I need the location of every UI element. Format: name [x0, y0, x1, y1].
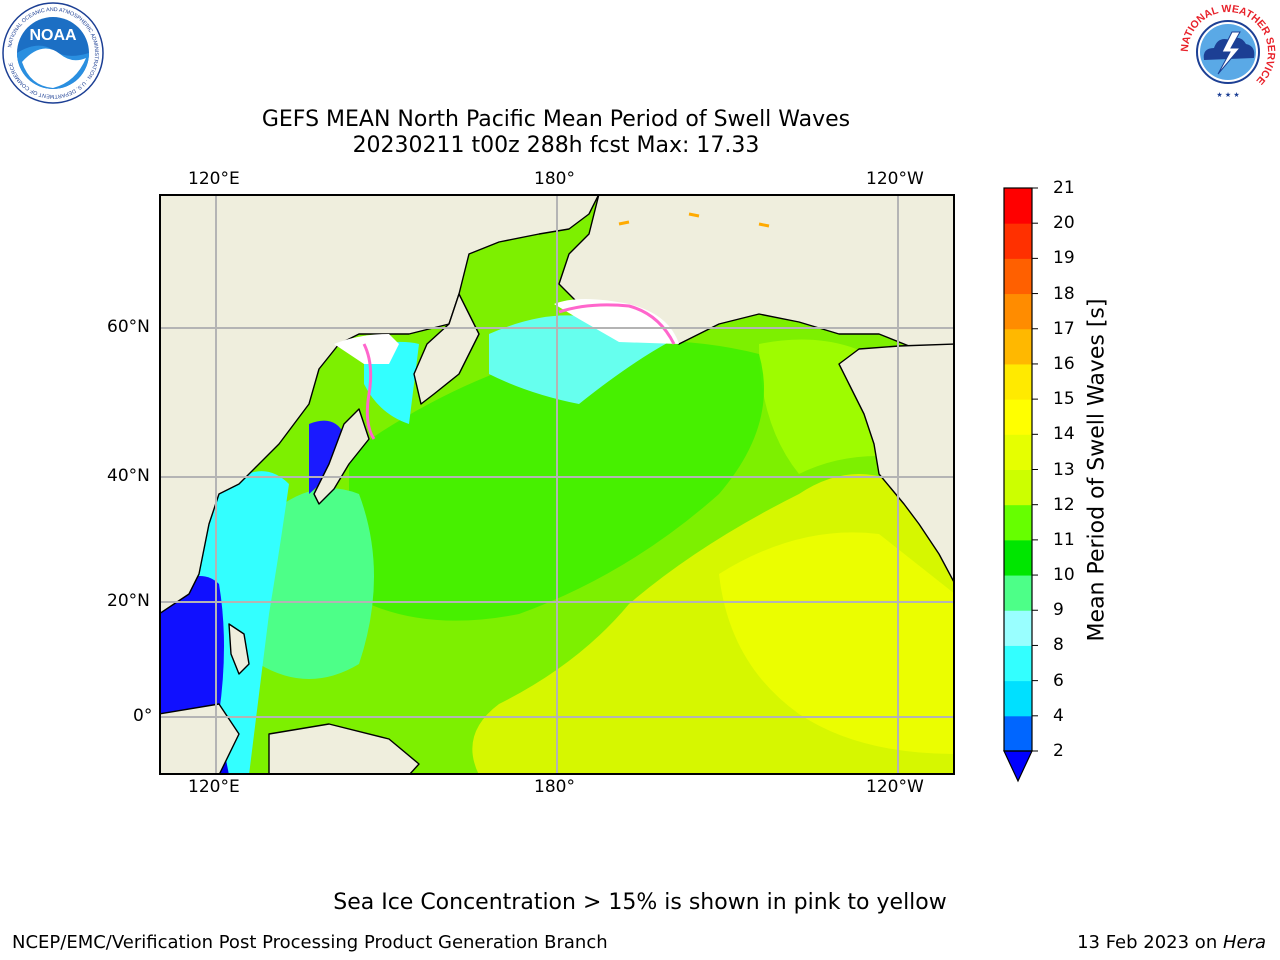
run-host: Hera	[1222, 932, 1266, 953]
colorbar-tick-label: 2	[1053, 741, 1064, 761]
colorbar-segment	[1004, 363, 1032, 400]
nws-logo: NATIONAL WEATHER SERVICE ★ ★ ★	[1178, 2, 1278, 102]
colorbar-tick-label: 13	[1053, 459, 1075, 480]
swell-region-9-10s	[259, 488, 374, 679]
svg-text:★ ★ ★: ★ ★ ★	[1216, 91, 1239, 99]
producer-credit: NCEP/EMC/Verification Post Processing Pr…	[12, 932, 608, 953]
colorbar-tick-label: 15	[1053, 389, 1075, 410]
land-borneo	[160, 703, 240, 774]
colorbar-segment	[1004, 504, 1032, 541]
swell-period-map	[159, 194, 955, 775]
noaa-wordmark: NOAA	[29, 27, 77, 44]
colorbar-segment	[1004, 293, 1032, 330]
colorbar-tick-label: 16	[1053, 353, 1075, 374]
map-subtitle: 20230211 t00z 288h fcst Max: 17.33	[352, 133, 760, 158]
top-lon-label-120e: 120°E	[188, 169, 240, 189]
bottom-lon-label-120e: 120°E	[188, 777, 240, 797]
map-frame	[159, 194, 955, 775]
run-date: 13 Feb 2023 on Hera	[1077, 932, 1266, 953]
colorbar-tick-label: 8	[1053, 635, 1064, 656]
noaa-logo: NOAA NATIONAL OCEANIC AND ATMOSPHERIC AD…	[2, 2, 104, 104]
colorbar-segment	[1004, 645, 1032, 682]
colorbar-tick-label: 11	[1053, 529, 1075, 550]
land-kamchatka	[413, 293, 480, 405]
colorbar-tick-label: 21	[1053, 178, 1075, 198]
sea-ice-note: Sea Ice Concentration > 15% is shown in …	[333, 890, 947, 915]
colorbar-segment	[1004, 328, 1032, 365]
colorbar-segment	[1004, 399, 1032, 435]
colorbar-segment	[1004, 223, 1032, 259]
bottom-lon-label-180: 180°	[534, 777, 575, 797]
bottom-lon-label-120w: 120°W	[866, 777, 924, 797]
top-lon-label-120w: 120°W	[866, 169, 924, 189]
colorbar-segment	[1004, 575, 1032, 611]
lat-label-40n: 40°N	[107, 466, 150, 486]
colorbar-tick-label: 20	[1053, 213, 1075, 234]
run-date-text: 13 Feb 2023 on	[1077, 932, 1223, 953]
lat-label-0: 0°	[133, 706, 153, 726]
colorbar-tick-label: 14	[1053, 424, 1075, 445]
land-japan	[313, 408, 370, 505]
colorbar-tick-label: 6	[1053, 670, 1064, 691]
colorbar-segment	[1004, 715, 1032, 752]
swell-region-14s	[719, 532, 954, 754]
colorbar-segment	[1004, 188, 1032, 224]
colorbar-tick-label: 4	[1053, 705, 1064, 726]
colorbar-tick-label: 12	[1053, 494, 1075, 515]
colorbar-segment	[1004, 434, 1032, 470]
map-title: GEFS MEAN North Pacific Mean Period of S…	[261, 107, 851, 132]
swell-region-2-4s	[160, 576, 224, 734]
colorbar	[1000, 186, 1050, 786]
lat-label-60n: 60°N	[107, 317, 150, 337]
colorbar-segment	[1004, 680, 1032, 717]
colorbar-tick-label: 9	[1053, 600, 1064, 621]
colorbar-segment	[1004, 469, 1032, 506]
land-new-guinea	[268, 723, 420, 774]
colorbar-tick-label: 19	[1053, 248, 1075, 269]
swell-region-6-8s-west	[199, 471, 289, 774]
colorbar-label: Mean Period of Swell Waves [s]	[1084, 298, 1110, 642]
colorbar-tick-label: 17	[1053, 318, 1075, 339]
colorbar-under-triangle	[1003, 750, 1033, 783]
colorbar-segment	[1004, 258, 1032, 295]
colorbar-segment	[1004, 539, 1032, 576]
lat-label-20n: 20°N	[107, 591, 150, 611]
no-data-arctic	[554, 299, 679, 344]
colorbar-tick-label: 10	[1053, 565, 1075, 586]
top-lon-label-180: 180°	[534, 169, 575, 189]
colorbar-segment	[1004, 610, 1032, 646]
land-philippines	[228, 623, 250, 675]
colorbar-tick-label: 18	[1053, 283, 1075, 304]
land-north-america	[838, 343, 954, 584]
